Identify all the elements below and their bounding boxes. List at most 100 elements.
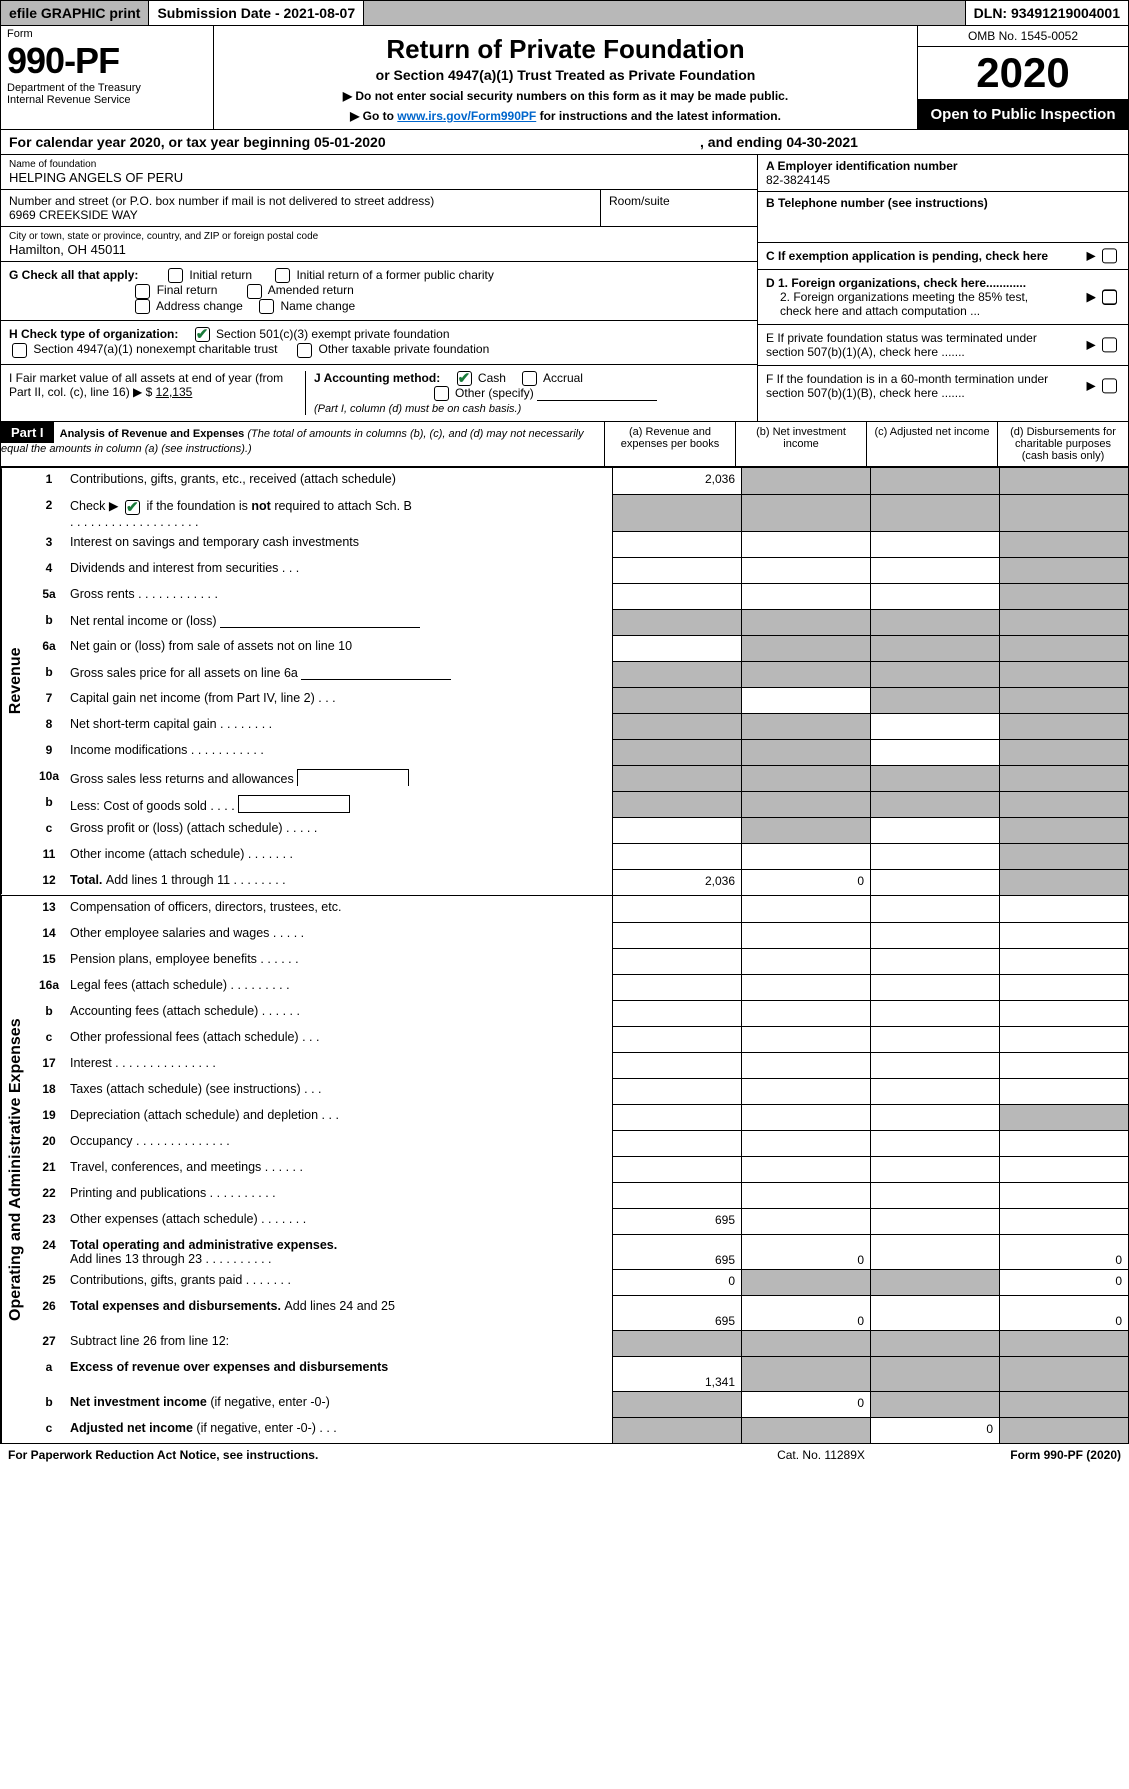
row-16c-c <box>870 1026 999 1052</box>
row-4-num: 4 <box>30 557 68 583</box>
row-20-a <box>612 1130 741 1156</box>
row-9-b <box>741 739 870 765</box>
row-16c-num: c <box>30 1026 68 1052</box>
initial-former-label: Initial return of a former public charit… <box>296 268 493 282</box>
initial-return-label: Initial return <box>189 268 252 282</box>
checkbox-other-method[interactable] <box>434 386 449 401</box>
calendar-year-row: For calendar year 2020, or tax year begi… <box>0 130 1129 155</box>
row-4-d <box>999 557 1128 583</box>
omb-number: OMB No. 1545-0052 <box>918 26 1128 47</box>
amended-label: Amended return <box>268 283 354 297</box>
checkbox-501c3[interactable] <box>195 327 210 342</box>
row-3-c <box>870 531 999 557</box>
row-21: 21 Travel, conferences, and meetings . .… <box>30 1156 1128 1182</box>
checkbox-cash[interactable] <box>457 371 472 386</box>
row-16c-d <box>999 1026 1128 1052</box>
row-22-a <box>612 1182 741 1208</box>
row-10c-desc: Gross profit or (loss) (attach schedule)… <box>68 817 612 843</box>
cal-end: , and ending 04-30-2021 <box>700 134 1120 150</box>
row-3: 3 Interest on savings and temporary cash… <box>30 531 1128 557</box>
row-27a-b <box>741 1356 870 1391</box>
checkbox-name-change[interactable] <box>259 299 274 314</box>
row-2-c <box>870 494 999 530</box>
row-9-d <box>999 739 1128 765</box>
row-5b-desc: Net rental income or (loss) <box>68 609 612 635</box>
row-9-num: 9 <box>30 739 68 765</box>
row-6a: 6a Net gain or (loss) from sale of asset… <box>30 635 1128 661</box>
checkbox-accrual[interactable] <box>522 371 537 386</box>
row-21-c <box>870 1156 999 1182</box>
part1-desc: Part I Analysis of Revenue and Expenses … <box>1 422 604 466</box>
row-5b-c <box>870 609 999 635</box>
checkbox-final-return[interactable] <box>135 284 150 299</box>
row-25-c <box>870 1269 999 1295</box>
checkbox-addr-change[interactable] <box>135 299 150 314</box>
row-5a-desc: Gross rents . . . . . . . . . . . . <box>68 583 612 609</box>
form-header: Form 990-PF Department of the Treasury I… <box>0 26 1129 130</box>
row-26: 26 Total expenses and disbursements. Add… <box>30 1295 1128 1330</box>
checkbox-4947[interactable] <box>12 343 27 358</box>
row-27c-desc: Adjusted net income (if negative, enter … <box>68 1417 612 1443</box>
checkbox-sch-b[interactable] <box>125 500 140 515</box>
irs-link[interactable]: www.irs.gov/Form990PF <box>397 109 536 123</box>
row-10b-box <box>238 795 350 813</box>
row-3-d <box>999 531 1128 557</box>
row-16b: b Accounting fees (attach schedule) . . … <box>30 1000 1128 1026</box>
checkbox-e[interactable] <box>1102 338 1117 353</box>
ein-cell: A Employer identification number 82-3824… <box>758 155 1128 192</box>
room-cell: Room/suite <box>600 190 757 227</box>
submission-date: Submission Date - 2021-08-07 <box>148 1 364 25</box>
checkbox-d2[interactable] <box>1102 290 1117 305</box>
row-13-a <box>612 896 741 922</box>
row-8: 8 Net short-term capital gain . . . . . … <box>30 713 1128 739</box>
row-19-b <box>741 1104 870 1130</box>
f-label: F If the foundation is in a 60-month ter… <box>766 372 1066 400</box>
checkbox-initial-return[interactable] <box>168 268 183 283</box>
checkbox-c[interactable] <box>1102 249 1117 264</box>
row-5b-num: b <box>30 609 68 635</box>
row-16a-b <box>741 974 870 1000</box>
row-18-c <box>870 1078 999 1104</box>
row-22: 22 Printing and publications . . . . . .… <box>30 1182 1128 1208</box>
row-5a-b <box>741 583 870 609</box>
row-16a-num: 16a <box>30 974 68 1000</box>
row-17-d <box>999 1052 1128 1078</box>
checkbox-f[interactable] <box>1102 379 1117 394</box>
row-3-b <box>741 531 870 557</box>
checkbox-initial-former[interactable] <box>275 268 290 283</box>
row-13-d <box>999 896 1128 922</box>
addr-change-label: Address change <box>156 299 243 313</box>
row-10a-c <box>870 765 999 791</box>
top-bar: efile GRAPHIC print Submission Date - 20… <box>0 0 1129 26</box>
d1-label: D 1. Foreign organizations, check here..… <box>766 276 1026 290</box>
row-23-c <box>870 1208 999 1234</box>
row-7-num: 7 <box>30 687 68 713</box>
row-10c-c <box>870 817 999 843</box>
section-h: H Check type of organization: Section 50… <box>1 321 757 365</box>
row-10b-desc: Less: Cost of goods sold . . . . <box>68 791 612 817</box>
open-inspection-badge: Open to Public Inspection <box>918 100 1128 129</box>
row-19-c <box>870 1104 999 1130</box>
row-26-b: 0 <box>741 1295 870 1330</box>
row-27c-a <box>612 1417 741 1443</box>
row-10a-d <box>999 765 1128 791</box>
row-3-desc: Interest on savings and temporary cash i… <box>68 531 612 557</box>
row-18-d <box>999 1078 1128 1104</box>
row-11-d <box>999 843 1128 869</box>
j-note: (Part I, column (d) must be on cash basi… <box>314 403 521 415</box>
row-10a-a <box>612 765 741 791</box>
foundation-name: HELPING ANGELS OF PERU <box>9 170 749 185</box>
checkbox-other-taxable[interactable] <box>297 343 312 358</box>
row-26-bold: Total expenses and disbursements. <box>70 1299 284 1313</box>
row-18: 18 Taxes (attach schedule) (see instruct… <box>30 1078 1128 1104</box>
row-27b-a <box>612 1391 741 1417</box>
dept-treasury: Department of the Treasury <box>7 82 207 94</box>
row-2-d <box>999 494 1128 530</box>
col-a-header: (a) Revenue and expenses per books <box>604 422 735 466</box>
accrual-label: Accrual <box>543 371 583 385</box>
row-6b-c <box>870 661 999 687</box>
checkbox-amended[interactable] <box>247 284 262 299</box>
row-7-c <box>870 687 999 713</box>
row-12-num: 12 <box>30 869 68 895</box>
row-14-num: 14 <box>30 922 68 948</box>
